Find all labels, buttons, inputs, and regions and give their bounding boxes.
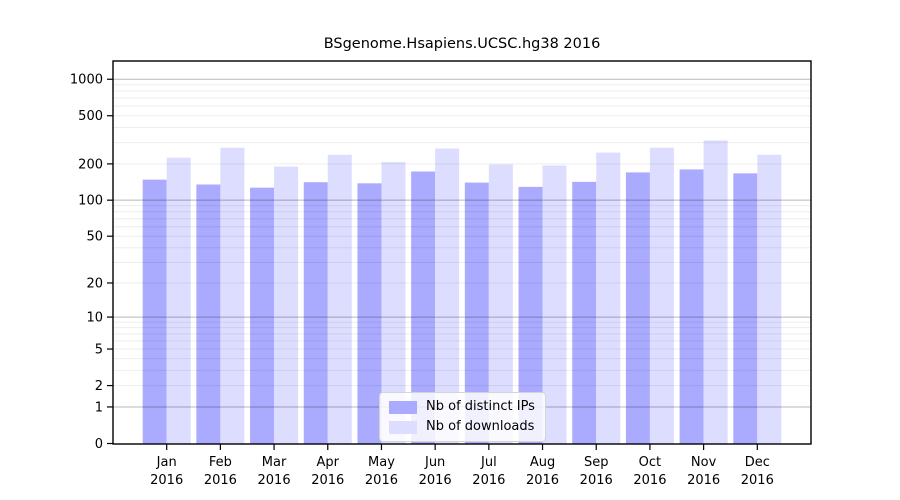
- x-tick-label-year: 2016: [741, 473, 774, 488]
- legend-label-distinct-ips: Nb of distinct IPs: [426, 399, 535, 414]
- y-tick-label: 1000: [70, 73, 103, 88]
- y-tick-label: 2: [95, 379, 103, 394]
- bar-distinct-ips-oct: [625, 172, 650, 444]
- x-tick-label-year: 2016: [258, 473, 291, 488]
- x-tick-label-month: Jul: [480, 455, 497, 470]
- x-tick-label-month: Nov: [691, 455, 717, 470]
- bar-distinct-ips-nov: [679, 169, 704, 444]
- y-tick-label: 10: [86, 311, 103, 326]
- bar-distinct-ips-dec: [733, 173, 758, 444]
- x-tick-label-month: Dec: [745, 455, 770, 470]
- x-tick-label-year: 2016: [580, 473, 613, 488]
- y-tick-label: 0: [95, 437, 103, 452]
- bar-downloads-oct: [649, 147, 674, 444]
- x-tick-label-month: Feb: [209, 455, 232, 470]
- x-tick-label-month: Apr: [317, 455, 340, 470]
- x-tick-label-year: 2016: [419, 473, 452, 488]
- x-tick-label-year: 2016: [472, 473, 505, 488]
- x-tick-label-month: Jun: [424, 455, 445, 470]
- y-tick-label: 20: [86, 276, 103, 291]
- x-tick-label-month: May: [368, 455, 395, 470]
- y-tick-label: 5: [95, 343, 103, 358]
- legend: Nb of distinct IPs Nb of downloads: [379, 392, 546, 442]
- bar-downloads-aug: [542, 165, 567, 444]
- x-tick-label-year: 2016: [687, 473, 720, 488]
- y-tick-label: 200: [78, 157, 103, 172]
- bar-downloads-dec: [757, 154, 782, 444]
- y-tick-label: 50: [86, 230, 103, 245]
- y-tick-label: 500: [78, 109, 103, 124]
- bar-distinct-ips-may: [357, 183, 382, 444]
- x-tick-label-month: Oct: [639, 455, 661, 470]
- y-tick-label: 1: [95, 400, 103, 415]
- x-tick-label-year: 2016: [150, 473, 183, 488]
- legend-swatch-downloads-icon: [389, 420, 417, 434]
- bar-downloads-apr: [327, 154, 352, 444]
- x-tick-label-month: Sep: [584, 455, 609, 470]
- bar-distinct-ips-feb: [196, 184, 221, 444]
- x-tick-label-year: 2016: [311, 473, 344, 488]
- y-tick-label: 100: [78, 194, 103, 209]
- x-tick-label-year: 2016: [204, 473, 237, 488]
- bar-distinct-ips-jan: [142, 179, 167, 445]
- axes-border: [112, 60, 812, 445]
- bar-downloads-jan: [166, 157, 191, 444]
- bar-distinct-ips-mar: [250, 187, 275, 445]
- bar-downloads-sep: [596, 152, 621, 445]
- chart-title: BSgenome.Hsapiens.UCSC.hg38 2016: [323, 36, 601, 52]
- bar-downloads-mar: [274, 166, 299, 444]
- legend-item-distinct-ips: Nb of distinct IPs: [389, 399, 535, 415]
- bar-downloads-feb: [220, 147, 245, 444]
- x-tick-label-year: 2016: [633, 473, 666, 488]
- x-tick-label-month: Jan: [156, 455, 177, 470]
- x-tick-label-year: 2016: [365, 473, 398, 488]
- bar-distinct-ips-apr: [303, 182, 328, 444]
- legend-swatch-distinct-ips-icon: [389, 400, 417, 414]
- bar-downloads-nov: [703, 140, 728, 444]
- x-tick-label-month: Mar: [262, 455, 287, 470]
- x-tick-label-month: Aug: [530, 455, 555, 470]
- legend-item-downloads: Nb of downloads: [389, 419, 535, 435]
- bar-distinct-ips-sep: [572, 181, 597, 444]
- x-tick-label-year: 2016: [526, 473, 559, 488]
- legend-label-downloads: Nb of downloads: [426, 419, 535, 434]
